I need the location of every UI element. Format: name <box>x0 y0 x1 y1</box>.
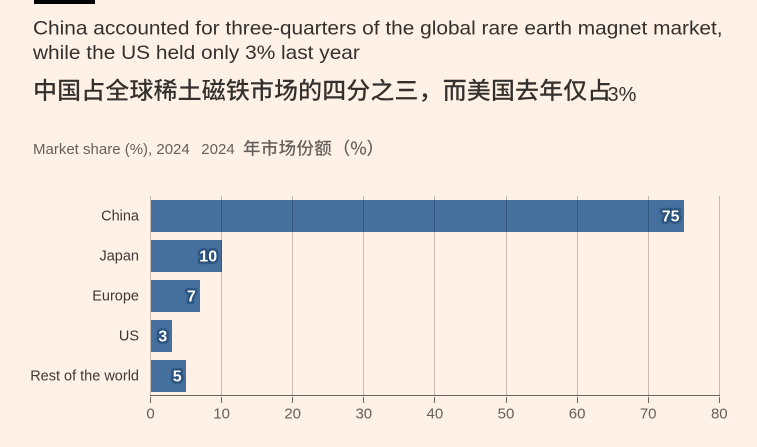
svg-text:5: 5 <box>173 368 182 385</box>
svg-text:Europe: Europe <box>92 288 139 304</box>
svg-text:3: 3 <box>158 328 167 345</box>
svg-text:20: 20 <box>284 405 301 422</box>
svg-text:7: 7 <box>187 288 196 305</box>
svg-text:5: 5 <box>173 368 182 385</box>
svg-text:0: 0 <box>146 405 154 422</box>
svg-text:China accounted for three-quar: China accounted for three-quarters of th… <box>33 18 723 39</box>
svg-text:75: 75 <box>662 208 680 225</box>
svg-text:10: 10 <box>199 248 217 265</box>
svg-text:while the US held only 3% last: while the US held only 3% last year <box>32 43 360 64</box>
svg-text:10: 10 <box>199 248 217 265</box>
svg-text:Japan: Japan <box>99 248 139 264</box>
svg-text:10: 10 <box>213 405 230 422</box>
svg-text:3: 3 <box>158 328 167 345</box>
svg-text:US: US <box>119 328 139 344</box>
svg-text:75: 75 <box>662 208 680 225</box>
svg-text:Rest of the world: Rest of the world <box>30 368 139 384</box>
svg-text:2024: 2024 <box>201 141 234 158</box>
svg-text:70: 70 <box>640 405 657 422</box>
svg-text:40: 40 <box>427 405 444 422</box>
svg-text:50: 50 <box>498 405 515 422</box>
svg-text:7: 7 <box>187 288 196 305</box>
svg-text:China: China <box>101 208 140 224</box>
svg-text:30: 30 <box>355 405 372 422</box>
svg-text:3%: 3% <box>608 84 637 106</box>
svg-text:Market share (%), 2024: Market share (%), 2024 <box>33 141 190 158</box>
svg-text:80: 80 <box>711 405 728 422</box>
svg-text:60: 60 <box>569 405 586 422</box>
